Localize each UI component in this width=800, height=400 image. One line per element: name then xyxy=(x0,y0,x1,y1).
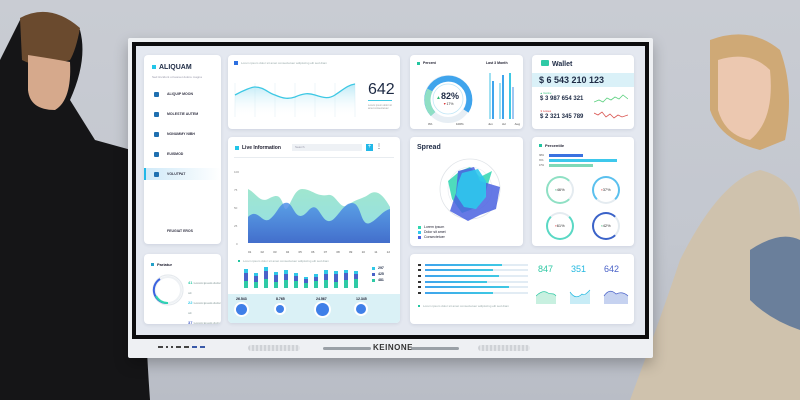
live-x-axis: 01 02 03 04 05 06 07 08 09 10 11 12 xyxy=(248,250,390,254)
home-icon xyxy=(154,91,159,97)
percent-title: Percent xyxy=(417,61,436,65)
percentile-ring-4: ▪42% xyxy=(592,212,620,240)
month-bar-chart xyxy=(489,73,514,119)
share-icon xyxy=(154,131,159,137)
wallet-icon xyxy=(154,111,159,117)
spread-title: Spread xyxy=(417,144,441,151)
svg-text:75: 75 xyxy=(234,188,238,192)
pariatur-items: 41 Lorem ipsum dolor sit 22 Lorem ipsum … xyxy=(188,280,221,324)
percentile-card: Percentile 38% %% 47% ▪46% ▪37% ▪61% ▪42… xyxy=(532,137,634,246)
trend-value: 642 xyxy=(368,81,395,98)
income-value: $ 3 987 654 321 xyxy=(540,96,584,102)
stacked-legend: 297 425 481 xyxy=(372,265,384,283)
sidebar-item-euismod[interactable]: EUISMOD xyxy=(144,148,221,160)
bar-labels: Jun Jul Aug xyxy=(488,122,520,126)
svg-text:100: 100 xyxy=(234,170,239,174)
sidebar-subtitle: Sed tincidunt ut laoreet dolore magna xyxy=(152,75,202,79)
sidebar-item-feugiat[interactable]: FEUGIAT EROS xyxy=(144,225,221,237)
pariatur-card: Pariatur 41 Lorem ipsum dolor sit 22 Lor… xyxy=(144,254,221,324)
brand-logo: KEINONE xyxy=(373,343,413,352)
gauge-min: 0% xyxy=(428,122,433,126)
dashboard-screen: ALIQUAM Sed tincidunt ut laoreet dolore … xyxy=(136,46,645,335)
screen-bezel: ALIQUAM Sed tincidunt ut laoreet dolore … xyxy=(132,42,649,339)
sidebar-title: ALIQUAM xyxy=(152,64,192,71)
percent-gauge xyxy=(424,75,473,123)
add-button[interactable]: + xyxy=(366,144,373,151)
wallet-title: Wallet xyxy=(541,60,572,68)
spread-legend: Lorem ipsum Dolor sit amet Consectetuer xyxy=(418,225,446,240)
progress-bars xyxy=(418,262,528,296)
losses-value: $ 2 321 345 789 xyxy=(540,114,584,120)
progress-card: Lorem ipsum dolor sit amet consectetuer … xyxy=(410,254,634,324)
kpi-sparklines xyxy=(536,289,629,304)
percentile-bars: 38% %% 47% xyxy=(539,153,617,168)
losses-label: ▼ Losses xyxy=(540,110,552,113)
spread-radar-chart xyxy=(439,158,501,221)
live-title: Live Information xyxy=(235,145,281,151)
stacked-caption: Lorem ipsum dolor sit amet consectetuer … xyxy=(238,259,329,263)
spread-card: Spread Lorem ipsum Dolor sit amet Consec… xyxy=(410,137,523,246)
percent-value: ▲82% xyxy=(436,91,459,101)
wallet-card: Wallet $ 6 543 210 123 ▲ Income $ 3 987 … xyxy=(532,55,634,129)
svg-text:25: 25 xyxy=(234,224,238,228)
kpi-351: 351 xyxy=(571,264,587,274)
wallet-icon xyxy=(541,60,549,66)
bars-title: Last 3 Month xyxy=(486,61,508,65)
progress-caption: Lorem ipsum dolor sit amet consectetuer … xyxy=(418,304,509,308)
income-label: ▲ Income xyxy=(540,92,552,95)
svg-text:0: 0 xyxy=(236,242,238,246)
trend-line-chart xyxy=(234,83,356,117)
file-icon xyxy=(154,229,159,234)
live-information-card: Live Information Search + ⋮ 100 75 50 25 0 0… xyxy=(228,137,400,323)
svg-text:50: 50 xyxy=(234,206,238,210)
stats-strip: 26.543 8.765 24.567 12.345 xyxy=(228,294,400,323)
sidebar-item-volutpat[interactable]: VOLUTPAT xyxy=(144,168,221,180)
percent-card: Percent ▲82% ▼17% 0% 100% Last 3 Month J… xyxy=(410,55,523,129)
percentile-ring-2: ▪37% xyxy=(592,176,620,204)
sidebar-item-molestie[interactable]: MOLESTIE AUTEM xyxy=(144,108,221,120)
monitor-chin: KEINONE xyxy=(128,339,653,358)
sidebar: ALIQUAM Sed tincidunt ut laoreet dolore … xyxy=(144,55,221,244)
pariatur-donut xyxy=(152,274,184,306)
kpi-847: 847 xyxy=(538,264,554,274)
more-menu-icon[interactable]: ⋮ xyxy=(376,144,382,150)
viewer-figure xyxy=(630,34,800,400)
percent-delta: ▼17% xyxy=(443,102,454,106)
live-area-chart: 100 75 50 25 0 xyxy=(234,170,390,246)
monitor-icon xyxy=(154,171,159,177)
trend-caption: Lorem ipsum dolor sit amet consectetuer … xyxy=(234,61,327,66)
trend-card: Lorem ipsum dolor sit amet consectetuer … xyxy=(228,55,400,129)
sidebar-item-nonummy[interactable]: NONUMMY NIBH xyxy=(144,128,221,140)
live-search-input[interactable]: Search xyxy=(292,144,362,151)
speaker-right xyxy=(478,345,530,351)
display-monitor: ALIQUAM Sed tincidunt ut laoreet dolore … xyxy=(128,38,653,358)
percentile-ring-1: ▪46% xyxy=(546,176,574,204)
gauge-max: 100% xyxy=(456,122,464,126)
speaker-left xyxy=(248,345,300,351)
kpi-642: 642 xyxy=(604,264,620,274)
io-ports xyxy=(158,346,205,348)
stacked-bar-chart xyxy=(244,267,358,288)
wallet-sparklines xyxy=(594,94,628,119)
percentile-title: Percentile xyxy=(539,143,564,148)
trend-note: Lorem ipsum dolor sit amet consectetuer xyxy=(368,104,392,110)
wallet-total: $ 6 543 210 123 xyxy=(532,73,634,87)
pariatur-title: Pariatur xyxy=(151,262,172,267)
sidebar-item-aliquip[interactable]: ALIQUIP MOON xyxy=(144,88,221,100)
shield-icon xyxy=(154,151,159,157)
percentile-ring-3: ▪61% xyxy=(546,212,574,240)
